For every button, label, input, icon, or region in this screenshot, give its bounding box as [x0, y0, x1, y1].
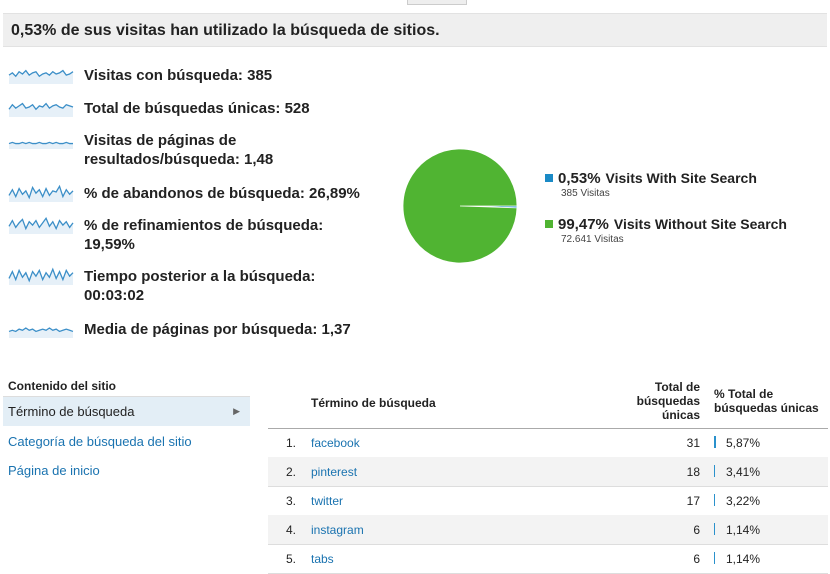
sidebar-item-label: Categoría de búsqueda del sitio [8, 434, 192, 449]
chevron-right-icon: ▶ [233, 406, 240, 416]
legend-label: Visits With Site Search [605, 170, 757, 186]
metric-results-pageviews: Visitas de páginas de resultados/búsqued… [8, 131, 284, 169]
table-row: 2. pinterest 18 3,41% [268, 457, 828, 487]
legend-item-with-search[interactable]: 0,53% Visits With Site Search 385 Visita… [545, 170, 757, 199]
row-rank: 2. [285, 465, 296, 479]
legend-visits: 385 Visitas [561, 188, 610, 199]
table-header: Término de búsqueda Total de búsquedas ú… [268, 378, 828, 429]
sparkline-area [9, 269, 73, 285]
row-rank: 5. [285, 552, 296, 566]
row-share-bar [714, 552, 715, 564]
sparkline-icon[interactable] [8, 316, 74, 338]
pie-slice-without-search[interactable] [402, 148, 518, 264]
row-term-link[interactable]: facebook [311, 436, 360, 450]
sparkline-line [8, 267, 74, 283]
sparkline-area [9, 328, 73, 338]
row-count: 18 [686, 465, 700, 479]
row-term-link[interactable]: instagram [311, 523, 364, 537]
row-count: 6 [693, 523, 700, 537]
sparkline-icon[interactable] [8, 263, 74, 285]
table-row: 4. instagram 6 1,14% [268, 515, 828, 545]
sparkline-icon[interactable] [8, 127, 74, 149]
legend-item-without-search[interactable]: 99,47% Visits Without Site Search 72.641… [545, 216, 787, 245]
sparkline-area [9, 142, 73, 149]
row-term-link[interactable]: tabs [311, 552, 334, 566]
sidebar-divider [3, 396, 250, 397]
row-term-link[interactable]: twitter [311, 494, 344, 508]
legend-percent: 99,47% [558, 216, 609, 233]
row-share-bar [714, 523, 715, 535]
metric-label: % de refinamientos de búsqueda: 19,59% [84, 217, 324, 253]
sidebar-item-search-category[interactable]: Categoría de búsqueda del sitio [3, 427, 250, 456]
metric-visits-with-search: Visitas con búsqueda: 385 [8, 66, 384, 85]
sparkline-area [9, 103, 73, 117]
row-share-bar [714, 494, 716, 506]
sidebar-title: Contenido del sitio [8, 379, 116, 393]
sidebar-item-search-term[interactable]: Término de búsqueda ▶ [3, 397, 250, 426]
metric-time-after-search: Tiempo posterior a la búsqueda: 00:03:02 [8, 267, 324, 305]
metric-label: Tiempo posterior a la búsqueda: 00:03:02 [84, 268, 316, 304]
row-rank: 1. [285, 436, 296, 450]
table-row: 5. tabs 6 1,14% [268, 544, 828, 574]
sidebar-item-label: Página de inicio [8, 463, 100, 478]
row-percent: 5,87% [726, 436, 761, 450]
row-share-bar [714, 436, 717, 448]
summary-text: 0,53% de sus visitas han utilizado la bú… [11, 22, 440, 39]
row-term-link[interactable]: pinterest [311, 465, 358, 479]
sparkline-icon[interactable] [8, 95, 74, 117]
summary-banner: 0,53% de sus visitas han utilizado la bú… [3, 13, 827, 47]
legend-swatch [545, 220, 553, 228]
row-percent: 3,22% [726, 494, 761, 508]
header-percent-unique-searches[interactable]: % Total de búsquedas únicas [714, 387, 819, 415]
legend-percent: 0,53% [558, 170, 601, 187]
row-count: 17 [686, 494, 700, 508]
row-percent: 1,14% [726, 552, 761, 566]
metric-label: % de abandonos de búsqueda: 26,89% [84, 185, 360, 202]
sparkline-line [8, 184, 74, 200]
metric-search-exits: % de abandonos de búsqueda: 26,89% [8, 184, 384, 203]
row-count: 31 [686, 436, 700, 450]
metric-label: Media de páginas por búsqueda: 1,37 [84, 321, 351, 338]
sparkline-line [8, 141, 73, 145]
sidebar-item-start-page[interactable]: Página de inicio [3, 456, 250, 485]
metric-search-refinements: % de refinamientos de búsqueda: 19,59% [8, 216, 334, 254]
metric-label: Total de búsquedas únicas: 528 [84, 100, 310, 117]
row-rank: 4. [285, 523, 296, 537]
sparkline-icon[interactable] [8, 180, 74, 202]
legend-swatch [545, 174, 553, 182]
sidebar-item-label: Término de búsqueda [8, 404, 135, 419]
row-rank: 3. [285, 494, 296, 508]
legend-label: Visits Without Site Search [613, 216, 787, 232]
sparkline-line [8, 102, 74, 111]
sparkline-line [8, 69, 74, 78]
sparkline-icon[interactable] [8, 62, 74, 84]
metric-label: Visitas de páginas de resultados/búsqued… [84, 132, 274, 168]
row-share-bar [714, 465, 716, 477]
row-count: 6 [693, 552, 700, 566]
table-row: 1. facebook 31 5,87% [268, 428, 828, 458]
header-search-term[interactable]: Término de búsqueda [311, 396, 436, 410]
metric-total-unique-searches: Total de búsquedas únicas: 528 [8, 99, 384, 118]
site-search-pie-chart[interactable] [402, 148, 518, 264]
table-row: 3. twitter 17 3,22% [268, 486, 828, 516]
legend-visits: 72.641 Visitas [561, 234, 624, 245]
sparkline-line [8, 327, 74, 333]
header-total-unique-searches[interactable]: Total de búsquedas únicas [636, 380, 700, 422]
metric-pages-per-search: Media de páginas por búsqueda: 1,37 [8, 320, 384, 339]
row-percent: 1,14% [726, 523, 761, 537]
metric-label: Visitas con búsqueda: 385 [84, 67, 273, 84]
sparkline-icon[interactable] [8, 212, 74, 234]
row-percent: 3,41% [726, 465, 761, 479]
sparkline-line [8, 216, 74, 231]
top-tab-edge [407, 0, 467, 5]
